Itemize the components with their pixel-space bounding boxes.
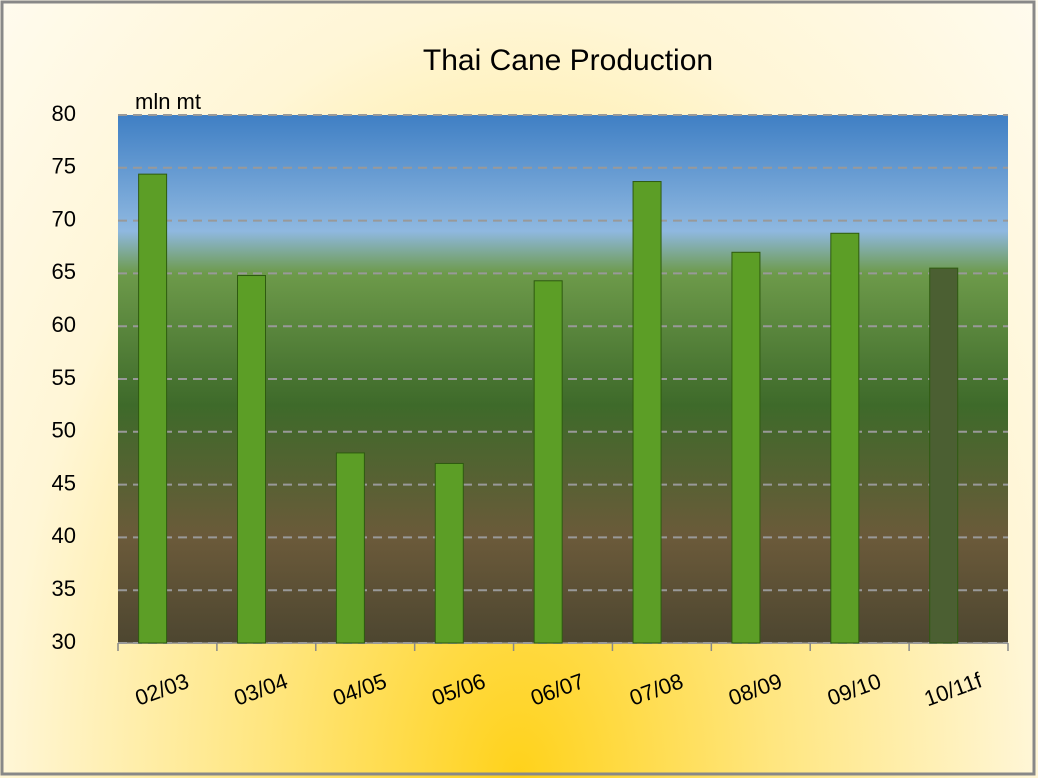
y-tick-label: 70 (52, 206, 76, 231)
x-tick-label: 08/09 (725, 668, 785, 710)
bar (830, 232, 860, 644)
bar (929, 267, 959, 644)
y-axis-label: mln mt (135, 89, 201, 114)
y-tick-label: 75 (52, 154, 76, 179)
y-tick-label: 60 (52, 312, 76, 337)
x-tick-label: 10/11f (921, 667, 986, 711)
x-tick-label: 02/03 (132, 668, 192, 710)
x-tick-label: 05/06 (428, 668, 488, 710)
bar (731, 251, 761, 644)
y-tick-label: 45 (52, 470, 76, 495)
y-tick-label: 65 (52, 259, 76, 284)
y-tick-label: 55 (52, 365, 76, 390)
x-tick-label: 03/04 (231, 668, 291, 710)
y-tick-label: 30 (52, 629, 76, 654)
x-tick-label: 07/08 (626, 668, 686, 710)
bar (533, 280, 563, 644)
x-tick-label: 06/07 (527, 668, 587, 710)
bar (335, 452, 365, 644)
bar (434, 462, 464, 644)
y-tick-label: 35 (52, 576, 76, 601)
y-tick-label: 80 (52, 101, 76, 126)
bar (237, 275, 266, 644)
y-tick-label: 50 (52, 418, 76, 443)
chart-title: Thai Cane Production (423, 44, 713, 77)
x-tick-label: 09/10 (824, 668, 884, 710)
bar (632, 181, 662, 644)
y-tick-label: 40 (52, 523, 76, 548)
x-tick-label: 04/05 (330, 668, 390, 710)
bar (138, 173, 168, 644)
